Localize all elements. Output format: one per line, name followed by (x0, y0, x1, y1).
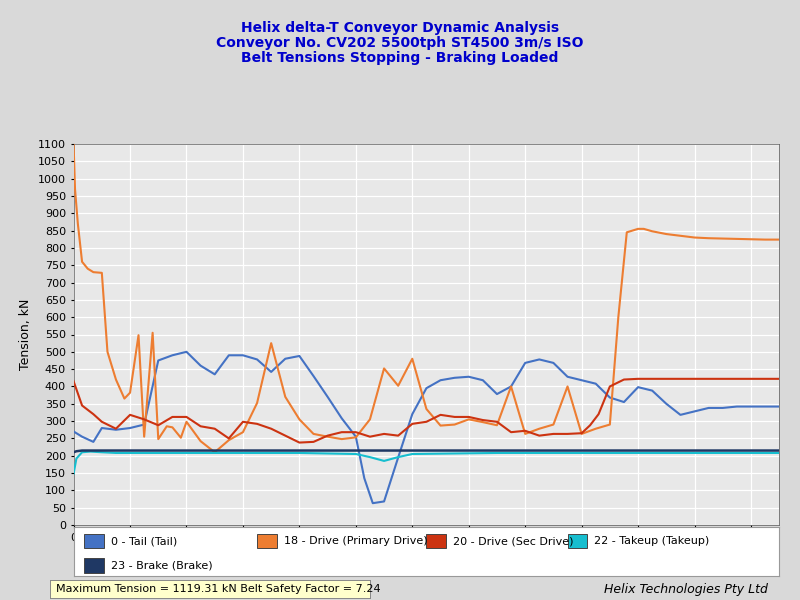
Bar (257, 533, 277, 548)
Text: Belt Tensions Stopping - Braking Loaded: Belt Tensions Stopping - Braking Loaded (242, 51, 558, 65)
Text: Conveyor No. CV202 5500tph ST4500 3m/s ISO: Conveyor No. CV202 5500tph ST4500 3m/s I… (216, 36, 584, 50)
Y-axis label: Tension, kN: Tension, kN (19, 299, 33, 370)
Text: Helix delta-T Conveyor Dynamic Analysis: Helix delta-T Conveyor Dynamic Analysis (241, 21, 559, 35)
Bar (84, 558, 104, 573)
Bar (567, 533, 587, 548)
Text: 20 - Drive (Sec Drive): 20 - Drive (Sec Drive) (454, 536, 574, 546)
Text: Maximum Tension = 1119.31 kN Belt Safety Factor = 7.24: Maximum Tension = 1119.31 kN Belt Safety… (56, 584, 381, 593)
Bar (84, 533, 104, 548)
Text: 18 - Drive (Primary Drive): 18 - Drive (Primary Drive) (284, 536, 427, 546)
Text: Helix Technologies Pty Ltd: Helix Technologies Pty Ltd (604, 583, 768, 596)
Text: 23 - Brake (Brake): 23 - Brake (Brake) (111, 560, 213, 571)
Text: 0 - Tail (Tail): 0 - Tail (Tail) (111, 536, 178, 546)
X-axis label: Time, seconds: Time, seconds (382, 548, 471, 561)
Bar (426, 533, 446, 548)
Text: 22 - Takeup (Takeup): 22 - Takeup (Takeup) (594, 536, 710, 546)
